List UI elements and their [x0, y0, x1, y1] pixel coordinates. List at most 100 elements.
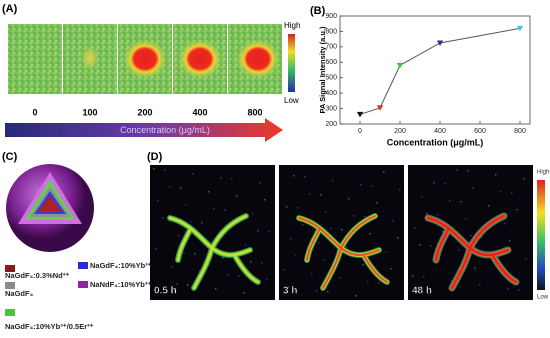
noise-speck	[369, 233, 371, 235]
legend-label: NaGdF₄:10%Yb³⁺	[90, 261, 152, 270]
noise-speck	[362, 264, 364, 266]
noise-speck	[449, 200, 451, 202]
noise-speck	[458, 249, 460, 251]
plot-frame	[339, 15, 531, 125]
noise-speck	[392, 220, 394, 222]
noise-speck	[245, 244, 247, 246]
noise-speck	[327, 291, 329, 293]
noise-speck	[479, 284, 481, 286]
concentration-label: 400	[192, 107, 207, 117]
y-tick-label: 900	[325, 13, 337, 20]
noise-speck	[430, 245, 432, 247]
noise-speck	[518, 289, 520, 291]
noise-speck	[169, 186, 171, 188]
colorbar-high: High	[284, 21, 300, 30]
noise-speck	[456, 169, 458, 171]
concentration-label: 100	[82, 107, 97, 117]
noise-speck	[178, 235, 180, 237]
noise-speck	[323, 259, 325, 261]
x-axis-label: Concentration (μg/mL)	[387, 137, 484, 147]
noise-speck	[330, 228, 332, 230]
noise-speck	[293, 175, 295, 177]
noise-speck	[176, 283, 178, 285]
noise-speck	[467, 170, 469, 172]
x-tick-label: 600	[474, 128, 486, 135]
noise-speck	[516, 209, 518, 211]
data-point	[376, 105, 384, 111]
noise-speck	[507, 288, 509, 290]
y-tick-label: 700	[325, 44, 337, 51]
noise-speck	[339, 277, 341, 279]
noise-speck	[264, 199, 266, 201]
noise-speck	[348, 198, 350, 200]
y-tick-label: 300	[325, 105, 337, 112]
phantom-images: 0 100 200 400 800	[8, 24, 282, 117]
noise-speck	[208, 191, 210, 193]
noise-speck	[194, 253, 196, 255]
noise-speck	[243, 292, 245, 294]
noise-speck	[238, 275, 240, 277]
legend-swatch	[5, 265, 15, 272]
noise-speck	[399, 189, 401, 191]
legend-swatch	[5, 309, 15, 316]
panel-label: (B)	[310, 5, 326, 17]
noise-speck	[213, 208, 215, 210]
noise-speck	[261, 262, 263, 264]
noise-speck	[397, 237, 399, 239]
noise-speck	[215, 288, 217, 290]
noise-speck	[266, 279, 268, 281]
noise-speck	[414, 227, 416, 229]
noise-speck	[222, 257, 224, 259]
noise-speck	[180, 187, 182, 189]
noise-speck	[283, 269, 285, 271]
core-shell-sphere	[6, 164, 94, 252]
noise-speck	[295, 255, 297, 257]
noise-speck	[383, 171, 385, 173]
noise-speck	[385, 251, 387, 253]
concentration-label: 800	[247, 107, 262, 117]
noise-speck	[155, 248, 157, 250]
data-point	[396, 62, 404, 69]
noise-speck	[465, 218, 467, 220]
noise-speck	[364, 216, 366, 218]
noise-speck	[523, 178, 525, 180]
phantom-image	[8, 24, 62, 94]
noise-speck	[470, 235, 472, 237]
noise-speck	[525, 258, 527, 260]
noise-speck	[250, 261, 252, 263]
y-tick-label: 200	[325, 121, 337, 128]
signal-spot	[123, 39, 167, 79]
noise-speck	[309, 193, 311, 195]
noise-speck	[421, 196, 423, 198]
y-axis-label: PA Signal Intensity (a.u.)	[318, 26, 327, 114]
x-tick-label: 400	[434, 128, 446, 135]
noise-speck	[257, 230, 259, 232]
legend-label: NaGdF₄	[5, 289, 34, 298]
noise-speck	[187, 284, 189, 286]
signal-spot	[236, 39, 280, 79]
time-label: 3 h	[283, 286, 297, 297]
noise-speck	[325, 211, 327, 213]
noise-speck	[428, 293, 430, 295]
legend-swatch	[78, 281, 88, 288]
legend-swatch	[5, 282, 15, 289]
noise-speck	[488, 205, 490, 207]
legend-label: NaNdF₄:10%Yb³⁺	[90, 280, 151, 289]
legend: NaGdF₄:0.3%Nd³⁺ NaGdF₄:10%Yb³⁺ NaGdF₄ NaNdF…	[5, 261, 152, 331]
panel-label: (C)	[2, 151, 18, 163]
noise-speck	[433, 182, 435, 184]
concentration-label: 0	[32, 107, 37, 117]
in-vivo-images: 0.5 h 3 h 48 h	[150, 165, 533, 300]
noise-speck	[220, 177, 222, 179]
y-tick-label: 400	[325, 90, 337, 97]
noise-speck	[185, 204, 187, 206]
noise-speck	[259, 182, 261, 184]
noise-speck	[451, 280, 453, 282]
time-label: 0.5 h	[154, 286, 177, 297]
noise-speck	[286, 206, 288, 208]
core	[39, 196, 61, 211]
noise-speck	[268, 231, 270, 233]
colorbar-low: Low	[537, 295, 549, 301]
noise-speck	[183, 252, 185, 254]
